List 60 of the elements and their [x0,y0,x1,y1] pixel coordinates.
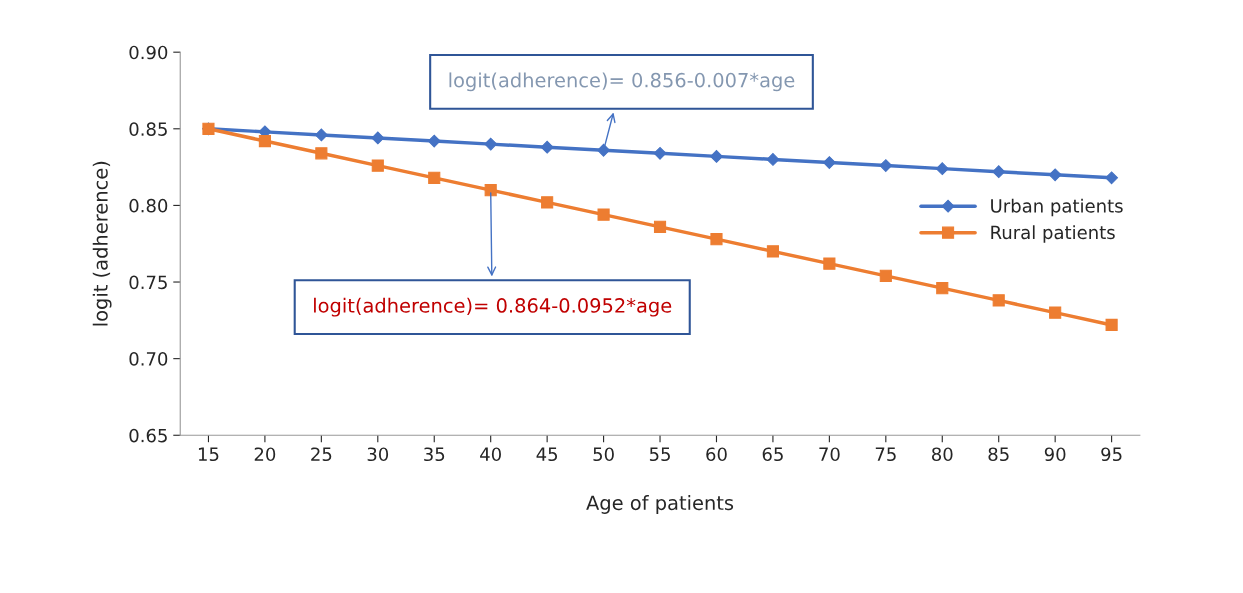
legend-label: Urban patients [991,198,1123,217]
x-tick-label: 90 [1044,447,1066,462]
y-axis-title: logit (adherence) [92,161,112,326]
y-tick-label: 0.75 [129,275,167,290]
point [1105,318,1118,332]
point [597,208,610,221]
x-tick-label: 65 [762,447,783,462]
point [766,245,779,258]
point [597,143,610,157]
point [823,257,836,270]
x-axis-title: Age of patients [586,495,734,514]
point [936,282,949,295]
point [879,159,893,172]
point [822,156,836,169]
annotation: logit(adherence)= 0.856-0.007*age [449,72,795,92]
point [314,128,328,142]
point [710,149,723,163]
x-tick-label: 85 [988,447,1009,462]
x-tick-label: 25 [311,447,332,462]
annotation: logit(adherence)= 0.864-0.0952*age [314,297,672,317]
point [653,146,667,160]
x-tick-label: 35 [424,447,445,462]
point [315,147,328,160]
legend-label: Rural patients [991,225,1115,243]
point [371,159,384,172]
point [1048,168,1062,182]
x-tick-label: 60 [706,447,727,462]
y-tick-label: 0.90 [129,45,168,60]
x-tick-label: 30 [367,447,389,462]
x-tick-label: 45 [536,447,558,462]
point [766,153,780,166]
y-tick-label: 0.70 [129,352,168,366]
point [1105,171,1119,185]
y-tick-label: 0.65 [129,428,167,443]
y-tick-label: 0.80 [129,198,168,213]
point [484,137,498,151]
point [935,162,949,176]
x-tick-label: 55 [649,447,670,462]
point [710,233,723,246]
point [371,131,385,145]
x-tick-label: 50 [593,447,614,462]
x-tick-label: 20 [254,447,276,462]
point [879,269,892,282]
point [427,134,441,148]
x-tick-label: 40 [480,447,501,462]
point [992,165,1006,179]
point [541,196,554,209]
x-tick-label: 80 [932,447,953,462]
x-tick-label: 95 [1101,447,1122,462]
point [484,184,497,197]
x-tick-label: 75 [875,447,896,462]
point [653,220,667,233]
x-tick-label: 70 [819,447,840,462]
y-tick-label: 0.85 [129,122,167,136]
point [1049,306,1062,319]
point [258,134,271,148]
x-tick-label: 15 [198,447,219,462]
point [540,140,554,154]
point [428,171,441,184]
point [992,294,1005,307]
